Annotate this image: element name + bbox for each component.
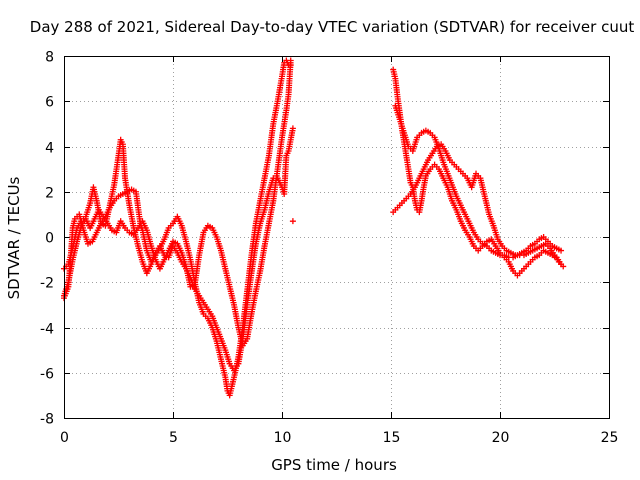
x-tick-label: 15: [383, 430, 401, 446]
series-track-f: [390, 141, 567, 270]
data-layer: [61, 57, 567, 399]
y-tick-label: 6: [45, 95, 54, 111]
data-point: [287, 57, 294, 64]
series-track-d: [390, 66, 565, 279]
data-point: [560, 263, 567, 270]
y-tick-label: -4: [40, 322, 54, 338]
y-tick-label: -2: [40, 276, 54, 292]
y-tick-label: 2: [45, 186, 54, 202]
x-tick-label: 0: [60, 430, 69, 446]
chart-title: Day 288 of 2021, Sidereal Day-to-day VTE…: [30, 18, 635, 36]
data-point: [558, 247, 565, 254]
series-track-c: [61, 57, 294, 349]
plot-frame: [64, 56, 610, 419]
series-track-b: [61, 125, 296, 374]
x-tick-label: 5: [169, 430, 178, 446]
y-tick-label: 4: [45, 141, 54, 157]
y-axis-label: SDTVAR / TECUs: [5, 176, 23, 299]
x-tick-label: 10: [274, 430, 292, 446]
x-axis-label: GPS time / hours: [271, 456, 397, 474]
axis-ticks: 0 5 10 15 20 25 -8 -6 -4 -2 0 2 4 6 8: [40, 50, 618, 447]
data-point: [289, 125, 296, 132]
x-tick-label: 20: [492, 430, 510, 446]
y-tick-label: -6: [40, 367, 54, 383]
grid-layer: [64, 56, 609, 418]
y-tick-label: 8: [45, 50, 54, 66]
y-tick-label: -8: [40, 412, 54, 428]
y-tick-label: 0: [45, 231, 54, 247]
data-point: [289, 218, 296, 225]
x-tick-label: 25: [601, 430, 619, 446]
